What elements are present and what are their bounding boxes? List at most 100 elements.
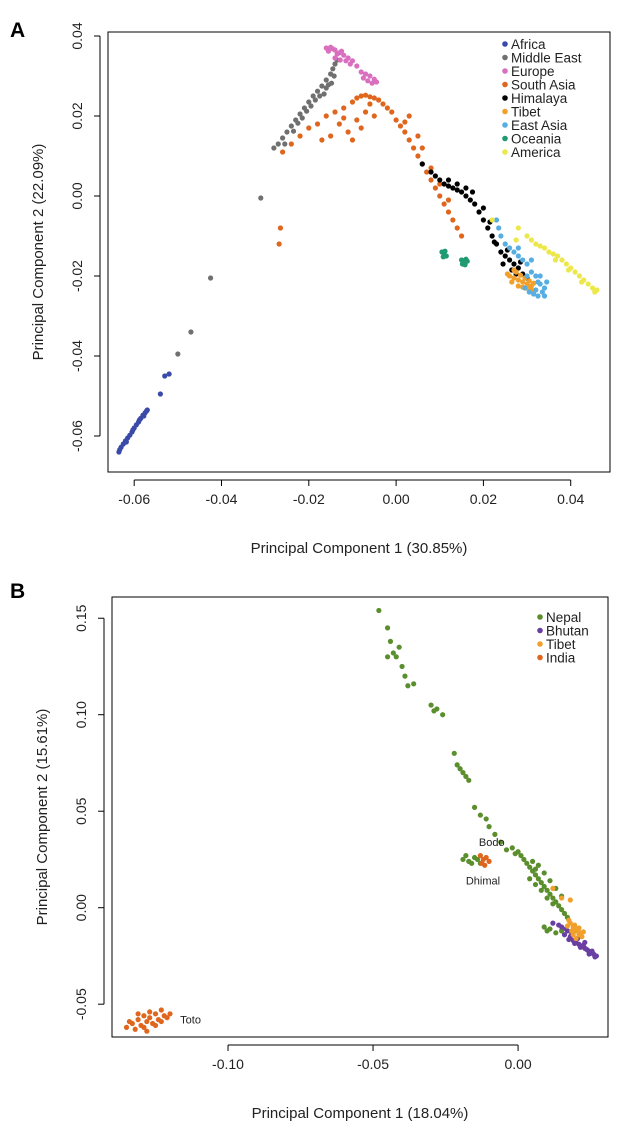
data-point	[511, 275, 517, 281]
data-point	[396, 644, 402, 650]
data-point	[589, 285, 596, 291]
data-point	[503, 847, 510, 853]
data-point	[553, 930, 559, 936]
data-point	[428, 177, 434, 183]
panel-letter-b: B	[10, 580, 25, 603]
data-point	[547, 926, 553, 932]
data-point	[541, 245, 548, 251]
data-point	[511, 267, 517, 273]
data-point	[282, 141, 288, 147]
scatter-panel-a: -0.06 -0.04 -0.02 0.00 0.02 0.04 -0.06 -0.04 -0.…	[30, 22, 611, 557]
data-point	[550, 885, 556, 892]
data-point	[314, 121, 321, 127]
data-point	[387, 638, 394, 644]
legend-label: Himalaya	[511, 91, 568, 106]
data-point	[432, 173, 438, 179]
data-point	[469, 860, 475, 866]
y-tick-label: 0.02	[69, 102, 85, 129]
legend-marker	[502, 54, 508, 61]
legend-label: Oceania	[511, 132, 562, 147]
data-point	[533, 241, 539, 247]
data-point	[566, 917, 572, 923]
data-point	[406, 113, 412, 119]
data-point	[345, 129, 351, 135]
data-point	[539, 289, 545, 295]
data-point	[483, 854, 489, 861]
legend-marker	[502, 108, 508, 115]
data-point	[471, 804, 478, 810]
data-point	[466, 777, 472, 783]
data-point	[532, 881, 539, 888]
data-point	[532, 866, 539, 872]
data-point	[166, 371, 172, 377]
data-point	[535, 293, 541, 299]
data-point	[376, 97, 382, 103]
data-point	[524, 860, 530, 866]
data-point	[384, 654, 391, 660]
data-point	[528, 257, 535, 263]
data-point	[354, 95, 360, 101]
legend-marker	[502, 122, 508, 128]
data-point	[550, 251, 556, 257]
data-point	[511, 249, 517, 255]
y-tick-label: 0.15	[73, 604, 89, 631]
data-point	[482, 862, 488, 868]
data-point	[477, 812, 483, 818]
data-point	[343, 58, 349, 64]
data-point	[410, 145, 417, 151]
data-point	[295, 120, 301, 126]
data-point	[362, 71, 369, 77]
plot-frame-a	[107, 31, 611, 473]
data-point	[541, 883, 547, 890]
data-point	[141, 413, 147, 419]
y-tick-label: 0.04	[69, 22, 85, 49]
legend-marker	[537, 641, 543, 647]
data-point	[349, 99, 356, 105]
data-point	[582, 939, 588, 946]
data-point	[258, 195, 264, 201]
data-point	[445, 209, 452, 215]
legend-label: South Asia	[511, 78, 576, 93]
legend-marker	[502, 135, 508, 142]
data-point	[515, 245, 521, 251]
data-point	[477, 852, 483, 859]
data-point	[288, 141, 294, 147]
data-point	[135, 1017, 141, 1023]
data-point	[561, 910, 568, 917]
legend-marker	[502, 68, 508, 74]
data-point	[157, 391, 163, 397]
data-point	[546, 249, 552, 255]
data-point	[527, 864, 533, 870]
data-point	[276, 241, 282, 247]
data-point	[437, 177, 443, 183]
data-point	[498, 839, 504, 845]
data-point	[573, 935, 579, 942]
data-point	[533, 273, 539, 279]
x-tick-label: -0.06	[118, 491, 150, 507]
data-point	[323, 77, 329, 83]
data-point	[284, 129, 290, 135]
data-point	[367, 73, 373, 79]
data-point	[469, 189, 476, 195]
data-point	[349, 137, 356, 143]
data-point	[304, 108, 310, 114]
data-point	[442, 248, 448, 254]
data-point	[358, 125, 364, 131]
data-point	[393, 654, 399, 660]
data-point	[317, 93, 323, 99]
data-point	[535, 862, 541, 868]
legend-label: Nepal	[546, 610, 581, 625]
data-point	[415, 153, 421, 159]
data-point	[188, 329, 194, 335]
data-point	[537, 273, 543, 279]
data-point	[500, 261, 506, 267]
data-point	[428, 702, 434, 708]
data-point	[524, 261, 530, 267]
data-point	[592, 954, 598, 960]
data-point	[547, 878, 553, 884]
data-point	[535, 876, 541, 882]
data-point	[572, 269, 578, 275]
data-point	[440, 712, 446, 718]
data-point	[489, 217, 495, 223]
